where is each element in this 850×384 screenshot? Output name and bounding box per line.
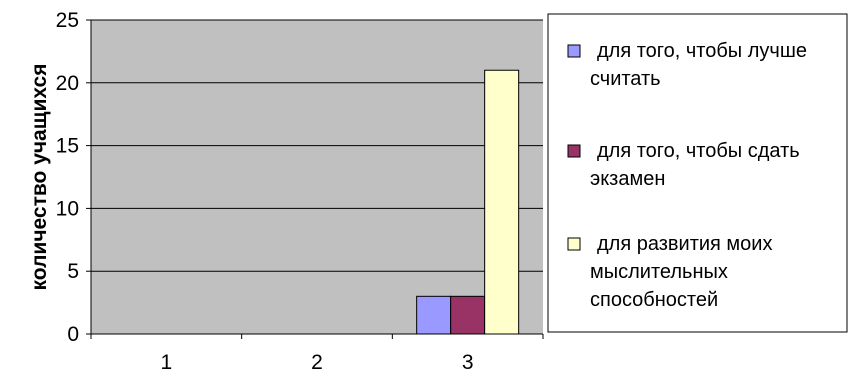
y-tick-label: 10 [56, 197, 79, 220]
legend-label: считать [590, 68, 661, 90]
legend-label: мыслительных [590, 261, 728, 283]
x-tick-label: 1 [160, 351, 172, 374]
legend-label: способностей [590, 289, 718, 311]
y-tick-label: 15 [56, 135, 79, 158]
y-tick-label: 25 [56, 9, 79, 32]
legend: для того, чтобы лучше считать для того, чт… [567, 40, 807, 311]
gridlines [91, 19, 543, 272]
y-axis-label: количество учащихся [28, 64, 51, 291]
bar [450, 295, 486, 335]
bar [416, 295, 452, 335]
plot-area [91, 20, 543, 334]
y-ticks: 0 5 10 15 20 25 [56, 9, 91, 346]
legend-label: для того, чтобы лучше [597, 40, 807, 62]
bar [484, 69, 520, 335]
legend-label: экзамен [590, 168, 665, 190]
legend-swatch [567, 44, 581, 58]
bars [416, 69, 520, 335]
y-tick-label: 0 [67, 323, 79, 346]
x-tick-label: 3 [462, 351, 474, 374]
legend-swatch [567, 237, 581, 251]
legend-label: для развития моих [597, 233, 772, 255]
y-tick-label: 20 [56, 72, 79, 95]
y-tick-label: 5 [67, 260, 79, 283]
x-tick-label: 2 [311, 351, 323, 374]
legend-box [547, 13, 848, 333]
x-ticks: 1 2 3 [90, 334, 544, 374]
legend-swatch [567, 144, 581, 158]
legend-label: для того, чтобы сдать [597, 140, 800, 162]
